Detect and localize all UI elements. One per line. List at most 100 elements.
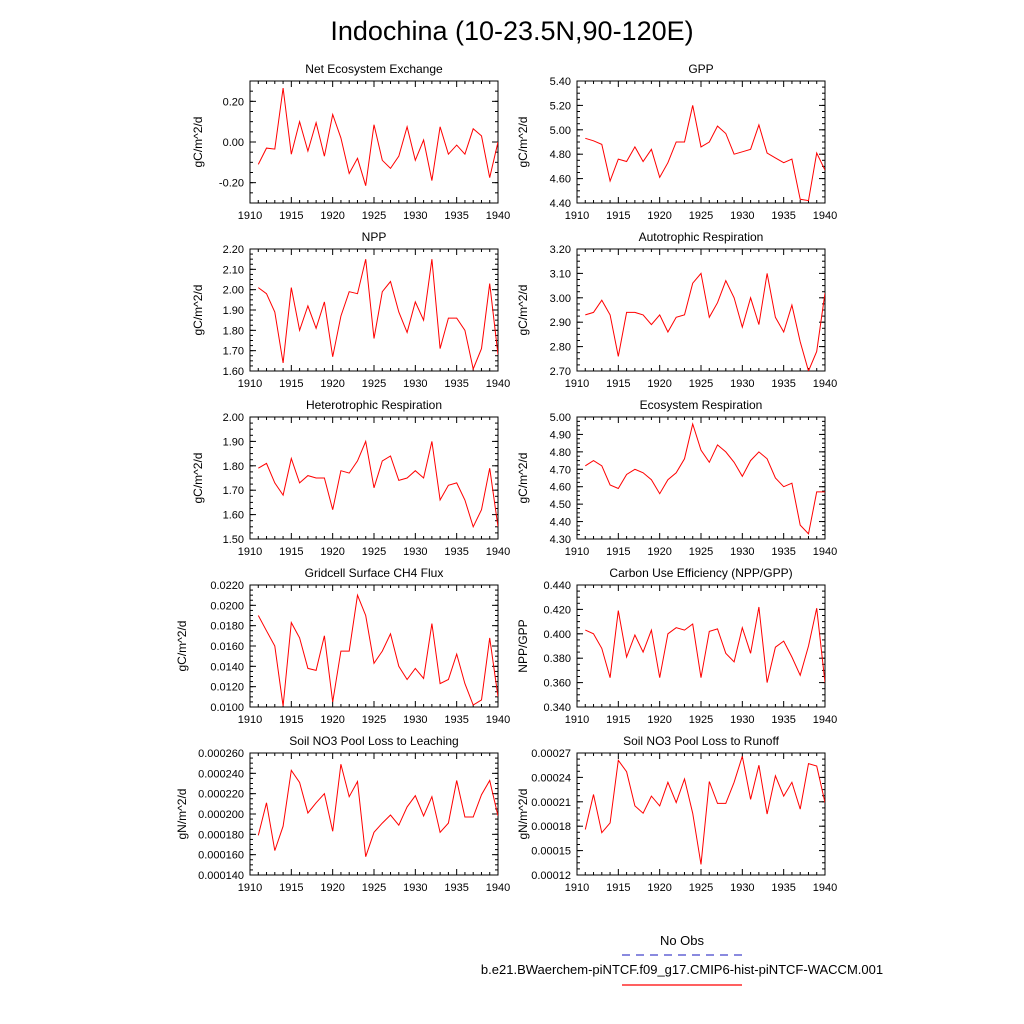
y-tick-label: 0.00015 (531, 846, 571, 858)
x-tick-label: 1940 (486, 546, 510, 558)
x-tick-label: 1930 (403, 546, 427, 558)
y-tick-label: 0.000260 (198, 748, 244, 760)
x-tick-label: 1935 (771, 882, 795, 894)
x-tick-label: 1925 (689, 546, 713, 558)
x-tick-label: 1935 (771, 210, 795, 222)
x-tick-label: 1920 (320, 882, 344, 894)
y-tick-label: 4.60 (550, 174, 571, 186)
series-line (585, 272, 825, 371)
y-tick-label: 4.80 (550, 149, 571, 161)
y-axis-label: gC/m^2/d (191, 453, 205, 504)
x-tick-label: 1920 (647, 378, 671, 390)
y-axis-label: NPP/GPP (516, 619, 530, 672)
x-tick-label: 1940 (486, 378, 510, 390)
x-tick-label: 1935 (771, 546, 795, 558)
chart-panel: Net Ecosystem Exchange 1910 1915 1920 1925 19… (191, 62, 510, 222)
y-tick-label: 0.00027 (531, 748, 571, 760)
x-tick-label: 1910 (565, 714, 589, 726)
y-tick-label: 0.0140 (210, 661, 244, 673)
series-line (585, 105, 825, 202)
legend-label-model: b.e21.BWaerchem-piNTCF.f09_g17.CMIP6-his… (481, 962, 883, 977)
x-tick-label: 1930 (730, 210, 754, 222)
y-tick-label: 1.70 (223, 485, 244, 497)
y-tick-label: 2.00 (223, 412, 244, 424)
y-tick-label: 5.40 (550, 76, 571, 88)
y-tick-label: 0.360 (543, 678, 571, 690)
plot-frame (576, 248, 826, 372)
panel-title: NPP (362, 230, 387, 244)
y-tick-label: 0.000180 (198, 829, 244, 841)
x-tick-label: 1930 (403, 378, 427, 390)
panel-title: GPP (688, 62, 713, 76)
x-tick-label: 1920 (647, 714, 671, 726)
x-tick-label: 1910 (238, 378, 262, 390)
x-tick-label: 1920 (647, 546, 671, 558)
y-tick-label: 1.80 (223, 461, 244, 473)
chart-panel: Ecosystem Respiration 1910 1915 1920 1925 193… (516, 398, 837, 558)
series-line (584, 756, 825, 865)
y-tick-label: 3.00 (550, 293, 571, 305)
x-tick-label: 1920 (320, 546, 344, 558)
y-tick-label: -0.20 (219, 178, 244, 190)
x-tick-label: 1930 (730, 546, 754, 558)
x-tick-label: 1930 (730, 378, 754, 390)
y-tick-label: 0.00018 (531, 821, 571, 833)
plot-frame (249, 752, 499, 876)
y-tick-label: 4.40 (550, 198, 571, 210)
chart-panel: NPP 1910 1915 1920 1925 1930 1935 1940 2.20 2.10 2… (191, 230, 510, 390)
series-line (258, 439, 498, 529)
x-tick-label: 1925 (689, 210, 713, 222)
series-line (257, 764, 498, 857)
y-tick-label: 0.000140 (198, 870, 244, 882)
y-tick-label: 0.340 (543, 702, 571, 714)
x-tick-label: 1935 (771, 378, 795, 390)
panel-title: Soil NO3 Pool Loss to Leaching (289, 734, 458, 748)
x-tick-label: 1940 (813, 546, 837, 558)
chart-panel: Autotrophic Respiration 1910 1915 1920 1925 1… (516, 230, 837, 390)
panel-title: Heterotrophic Respiration (306, 398, 442, 412)
y-tick-label: 0.0100 (210, 702, 244, 714)
y-tick-label: 2.20 (223, 244, 244, 256)
x-tick-label: 1910 (238, 882, 262, 894)
x-tick-label: 1935 (771, 714, 795, 726)
y-tick-label: 0.000200 (198, 809, 244, 821)
x-tick-label: 1925 (689, 378, 713, 390)
y-tick-label: 0.20 (223, 96, 244, 108)
y-tick-label: 0.0120 (210, 682, 244, 694)
x-tick-label: 1925 (362, 378, 386, 390)
x-tick-label: 1940 (813, 210, 837, 222)
panel-title: Soil NO3 Pool Loss to Runoff (623, 734, 780, 748)
x-tick-label: 1930 (730, 714, 754, 726)
y-axis-label: gC/m^2/d (191, 285, 205, 336)
x-tick-label: 1925 (362, 714, 386, 726)
x-tick-label: 1940 (813, 378, 837, 390)
y-tick-label: 4.70 (550, 464, 571, 476)
x-tick-label: 1910 (565, 210, 589, 222)
y-tick-label: 4.60 (550, 482, 571, 494)
x-tick-label: 1920 (647, 882, 671, 894)
panel-title: Net Ecosystem Exchange (305, 62, 443, 76)
y-tick-label: 2.70 (550, 366, 571, 378)
y-tick-label: 1.50 (223, 534, 244, 546)
y-tick-label: 0.0220 (210, 580, 244, 592)
panel-title: Carbon Use Efficiency (NPP/GPP) (609, 566, 792, 580)
y-tick-label: 1.70 (223, 346, 244, 358)
x-tick-label: 1940 (813, 714, 837, 726)
y-tick-label: 0.420 (543, 604, 571, 616)
y-tick-label: 0.440 (543, 580, 571, 592)
x-tick-label: 1910 (238, 714, 262, 726)
y-tick-label: 0.400 (543, 629, 571, 641)
y-axis-label: gC/m^2/d (175, 621, 189, 672)
chart-panel: Soil NO3 Pool Loss to Runoff 1910 1915 1920… (516, 734, 837, 894)
y-tick-label: 4.80 (550, 447, 571, 459)
legend-label-no-obs: No Obs (660, 933, 705, 948)
x-tick-label: 1935 (444, 210, 468, 222)
y-tick-label: 2.00 (223, 285, 244, 297)
y-tick-label: 2.10 (223, 264, 244, 276)
y-axis-label: gC/m^2/d (191, 117, 205, 168)
y-tick-label: 1.60 (223, 510, 244, 522)
x-tick-label: 1915 (279, 546, 303, 558)
x-tick-label: 1915 (606, 378, 630, 390)
x-tick-label: 1910 (238, 546, 262, 558)
x-tick-label: 1915 (279, 210, 303, 222)
